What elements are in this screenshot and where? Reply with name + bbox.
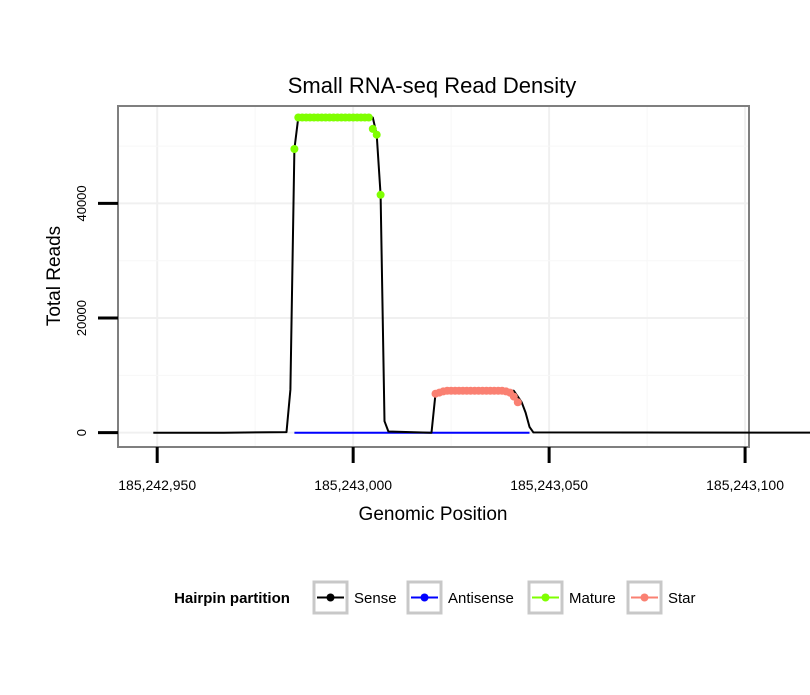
data-point-star bbox=[509, 392, 518, 401]
x-tick-label: 185,243,100 bbox=[706, 477, 784, 493]
legend-key-point bbox=[541, 593, 550, 602]
x-axis-label: Genomic Position bbox=[359, 504, 508, 525]
legend-label: Antisense bbox=[448, 590, 514, 607]
data-point-mature bbox=[290, 145, 299, 153]
legend-label: Mature bbox=[569, 590, 616, 607]
legend-item-antisense: Antisense bbox=[406, 580, 514, 615]
axes: 185,242,950 185,243,000 185,243,050 185,243… bbox=[74, 185, 784, 493]
legend-items: Sense Antisense Mature Star bbox=[312, 580, 696, 615]
legend-label: Star bbox=[668, 590, 696, 607]
series-line-sense bbox=[153, 116, 810, 434]
x-tick-label: 185,242,950 bbox=[118, 477, 196, 493]
plot-panel-background bbox=[118, 106, 749, 447]
series-layer bbox=[153, 113, 810, 434]
legend-item-mature: Mature bbox=[527, 580, 616, 615]
x-tick-label: 185,243,050 bbox=[510, 477, 588, 493]
data-point-mature bbox=[364, 113, 373, 122]
y-tick-label: 40000 bbox=[74, 185, 89, 221]
legend: Hairpin partition Sense Antisense Mature St… bbox=[174, 580, 696, 615]
x-tick-label: 185,243,000 bbox=[314, 477, 392, 493]
chart-title: Small RNA-seq Read Density bbox=[288, 73, 577, 98]
legend-item-star: Star bbox=[626, 580, 696, 615]
data-point-star bbox=[513, 398, 522, 407]
y-tick-label: 0 bbox=[74, 429, 89, 436]
data-point-mature bbox=[368, 124, 377, 133]
y-tick-label: 20000 bbox=[74, 300, 89, 336]
plot-panel-border bbox=[117, 105, 750, 448]
data-point-mature bbox=[376, 190, 385, 199]
legend-title: Hairpin partition bbox=[174, 590, 290, 607]
legend-key-point bbox=[640, 593, 649, 602]
legend-item-sense: Sense bbox=[312, 580, 397, 615]
legend-key-point bbox=[420, 593, 429, 602]
data-point-mature bbox=[372, 130, 381, 139]
legend-label: Sense bbox=[354, 590, 397, 607]
y-axis-label: Total Reads bbox=[44, 226, 65, 326]
legend-key-point bbox=[326, 593, 335, 602]
